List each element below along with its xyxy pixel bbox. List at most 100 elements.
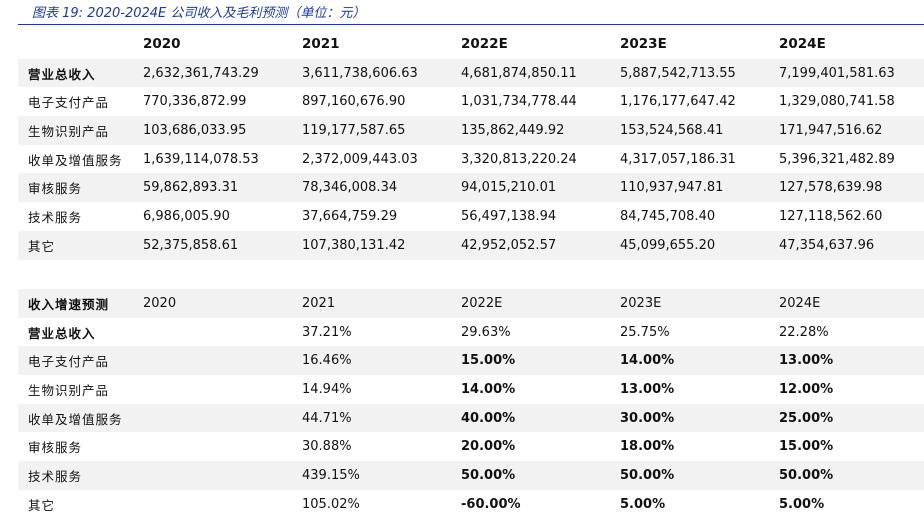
table-cell: 52,375,858.61: [143, 237, 239, 253]
table-cell: 30.88%: [302, 439, 352, 455]
row-label: 其它: [28, 497, 56, 513]
table-cell: 20.00%: [461, 439, 516, 455]
table-cell: 94,015,210.01: [461, 180, 557, 196]
table-cell: 7,199,401,581.63: [779, 65, 895, 81]
table-cell: 1,031,734,778.44: [461, 94, 577, 110]
table-cell: 12.00%: [779, 381, 834, 397]
table-cell: 22.28%: [779, 324, 829, 340]
table-cell: 5,887,542,713.55: [620, 65, 736, 81]
table-row: 电子支付产品 16.46% 15.00% 14.00% 13.00%: [18, 346, 924, 376]
table-cell: 40.00%: [461, 410, 516, 426]
header-cell: 2024E: [779, 295, 821, 311]
table-cell: 15.00%: [779, 439, 834, 455]
table-cell: 78,346,008.34: [302, 180, 398, 196]
row-label: 技术服务: [28, 209, 83, 225]
row-label: 审核服务: [28, 181, 83, 197]
table-cell: 14.00%: [461, 381, 516, 397]
row-label: 生物识别产品: [28, 123, 110, 139]
table-cell: 1,329,080,741.58: [779, 94, 895, 110]
table-cell: 4,681,874,850.11: [461, 65, 577, 81]
table-cell: 3,611,738,606.63: [302, 65, 418, 81]
table-cell: 135,862,449.92: [461, 122, 565, 138]
table-cell: 25.00%: [779, 410, 834, 426]
row-label: 生物识别产品: [28, 382, 110, 398]
table-row: 审核服务 30.88% 20.00% 18.00% 15.00%: [18, 432, 924, 461]
table-row: 营业总收入 37.21% 29.63% 25.75% 22.28%: [18, 318, 924, 347]
table-row: 生物识别产品 103,686,033.95 119,177,587.65 135…: [18, 116, 924, 145]
table-cell: 45,099,655.20: [620, 237, 716, 253]
table-cell: 107,380,131.42: [302, 237, 406, 253]
header-cell: 2021: [302, 36, 340, 53]
header-cell: 2023E: [620, 36, 667, 53]
table-cell: 6,986,005.90: [143, 208, 230, 224]
header-cell: 2022E: [461, 295, 503, 311]
table-cell: 127,118,562.60: [779, 208, 883, 224]
row-label: 营业总收入: [28, 325, 96, 341]
table-cell: 18.00%: [620, 439, 675, 455]
title-rule: [18, 24, 924, 25]
table-cell: 439.15%: [302, 467, 360, 483]
table-cell: 59,862,893.31: [143, 180, 239, 196]
revenue-table-header: 2020 2021 2022E 2023E 2024E: [18, 30, 924, 59]
table-cell: 42,952,052.57: [461, 237, 557, 253]
table-cell: 16.46%: [302, 353, 352, 369]
table-cell: 105.02%: [302, 496, 360, 512]
table-row: 其它 105.02% -60.00% 5.00% 5.00%: [18, 490, 924, 519]
table-cell: 37,664,759.29: [302, 208, 398, 224]
header-cell: 2022E: [461, 36, 508, 53]
table-cell: 103,686,033.95: [143, 122, 247, 138]
table-row: 生物识别产品 14.94% 14.00% 13.00% 12.00%: [18, 375, 924, 404]
row-label: 电子支付产品: [28, 95, 110, 111]
header-cell: 2020: [143, 36, 181, 53]
header-cell: 2020: [143, 295, 177, 311]
table-row: 营业总收入 2,632,361,743.29 3,611,738,606.63 …: [18, 58, 924, 88]
table-cell: 5,396,321,482.89: [779, 151, 895, 167]
table-cell: 14.94%: [302, 381, 352, 397]
table-cell: 153,524,568.41: [620, 122, 724, 138]
table-cell: 1,176,177,647.42: [620, 94, 736, 110]
table-cell: 1,639,114,078.53: [143, 151, 259, 167]
table-cell: 84,745,708.40: [620, 208, 716, 224]
row-label: 技术服务: [28, 468, 83, 484]
table-cell: 37.21%: [302, 324, 352, 340]
table-cell: 4,317,057,186.31: [620, 151, 736, 167]
table-cell: 897,160,676.90: [302, 94, 406, 110]
table-cell: 2,632,361,743.29: [143, 65, 259, 81]
header-cell: 收入增速预测: [28, 296, 110, 312]
table-cell: 50.00%: [620, 467, 675, 483]
table-cell: 29.63%: [461, 324, 511, 340]
table-row: 其它 52,375,858.61 107,380,131.42 42,952,0…: [18, 230, 924, 260]
table-cell: 127,578,639.98: [779, 180, 883, 196]
growth-table-header: 收入增速预测 2020 2021 2022E 2023E 2024E: [18, 289, 924, 318]
table-cell: 44.71%: [302, 410, 352, 426]
table-cell: 15.00%: [461, 353, 516, 369]
header-cell: 2021: [302, 295, 336, 311]
table-cell: 30.00%: [620, 410, 675, 426]
table-cell: 3,320,813,220.24: [461, 151, 577, 167]
revenue-table: 2020 2021 2022E 2023E 2024E 营业总收入 2,632,…: [18, 30, 924, 260]
header-cell: 2024E: [779, 36, 826, 53]
table-cell: 50.00%: [461, 467, 516, 483]
table-cell: 5.00%: [620, 496, 666, 512]
table-cell: 47,354,637.96: [779, 237, 875, 253]
table-row: 技术服务 439.15% 50.00% 50.00% 50.00%: [18, 461, 924, 490]
table-cell: 25.75%: [620, 324, 670, 340]
table-cell: 2,372,009,443.03: [302, 151, 418, 167]
table-row: 审核服务 59,862,893.31 78,346,008.34 94,015,…: [18, 173, 924, 203]
table-cell: 119,177,587.65: [302, 122, 406, 138]
table-cell: 5.00%: [779, 496, 825, 512]
row-label: 电子支付产品: [28, 354, 110, 370]
row-label: 收单及增值服务: [28, 411, 123, 427]
row-label: 其它: [28, 238, 56, 254]
header-cell: 2023E: [620, 295, 662, 311]
table-cell: 50.00%: [779, 467, 834, 483]
table-cell: 56,497,138.94: [461, 208, 557, 224]
table-cell: 13.00%: [779, 353, 834, 369]
row-label: 审核服务: [28, 440, 83, 456]
table-cell: 110,937,947.81: [620, 180, 724, 196]
row-label: 收单及增值服务: [28, 152, 123, 168]
table-cell: 14.00%: [620, 353, 675, 369]
table-row: 收单及增值服务 1,639,114,078.53 2,372,009,443.0…: [18, 145, 924, 174]
table-row: 收单及增值服务 44.71% 40.00% 30.00% 25.00%: [18, 403, 924, 433]
table-row: 电子支付产品 770,336,872.99 897,160,676.90 1,0…: [18, 87, 924, 116]
